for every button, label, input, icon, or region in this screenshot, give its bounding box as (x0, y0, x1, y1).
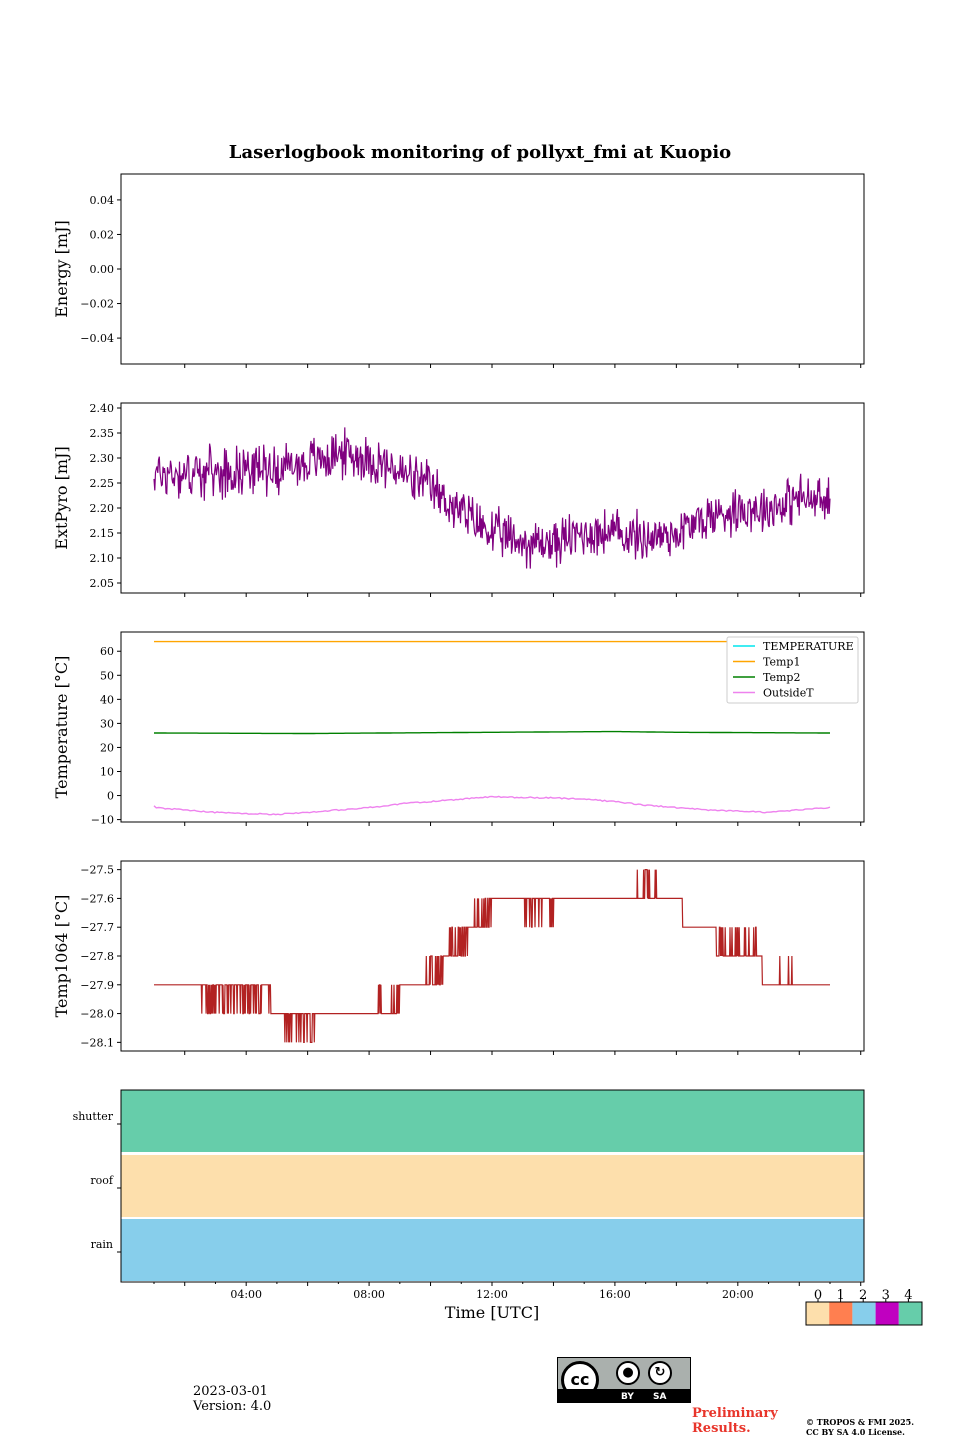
y-tick-label: 60 (100, 645, 114, 658)
y-tick-label: −27.9 (80, 979, 114, 992)
temp1064-series-line (154, 868, 830, 1044)
temperature-panel: 60 50 40 30 20 10 0 −10 Temperature [°C] TEMPERAT… (52, 631, 865, 827)
x-axis-label: Time [UTC] (445, 1303, 539, 1322)
status-row-shutter (121, 1090, 864, 1152)
y-axis-label: Energy [mJ] (52, 220, 71, 318)
y-tick-label: −0.04 (80, 332, 114, 345)
temp2-series-line (154, 730, 830, 735)
x-tick-label: 20:00 (722, 1288, 754, 1301)
colorbar-cell-0 (806, 1302, 830, 1325)
status-label-rain: rain (91, 1238, 113, 1251)
y-tick-label: 2.35 (90, 427, 115, 440)
y-tick-label: 10 (100, 765, 114, 778)
date-version-block: 2023-03-01 Version: 4.0 (193, 1384, 271, 1414)
y-tick-label: 2.40 (90, 402, 115, 415)
y-tick-label: −27.5 (80, 864, 114, 877)
y-tick-label: −27.7 (80, 921, 114, 934)
y-tick-label: 2.20 (90, 502, 115, 515)
copyright-text: © TROPOS & FMI 2025. (806, 1417, 915, 1427)
y-tick-label: 2.30 (90, 452, 115, 465)
y-axis-label: Temperature [°C] (52, 656, 71, 799)
colorbar-cell-2 (852, 1302, 876, 1325)
legend-box (726, 636, 859, 704)
status-row-roof (121, 1155, 864, 1217)
y-tick-label: −28.1 (80, 1036, 114, 1049)
y-tick-label: 2.15 (90, 527, 115, 540)
y-tick-label: 2.25 (90, 477, 115, 490)
y-tick-label: 40 (100, 693, 114, 706)
x-tick-label: 08:00 (353, 1288, 385, 1301)
legend-label-temperature: TEMPERATURE (763, 640, 854, 653)
y-tick-label: 2.05 (90, 577, 115, 590)
colorbar-tick-label: 3 (882, 1288, 890, 1303)
colorbar-frame (805, 1301, 923, 1326)
extpyro-series-line (153, 427, 831, 569)
version-text: Version: 4.0 (193, 1399, 272, 1414)
copyright-block: © TROPOS & FMI 2025. CC BY SA 4.0 Licens… (806, 1417, 914, 1437)
y-tick-label: 30 (100, 717, 114, 730)
y-tick-label: −0.02 (80, 298, 114, 311)
x-tick-label: 16:00 (599, 1288, 631, 1301)
temp1064-panel: −27.5 −27.6 −27.7 −27.8 −27.9 −28.0 −28.1 Temp1… (52, 860, 865, 1055)
status-label-roof: roof (90, 1174, 114, 1187)
colorbar-cell-1 (829, 1302, 853, 1325)
y-tick-label: −10 (91, 814, 114, 827)
date-text: 2023-03-01 (193, 1384, 268, 1399)
license-text: CC BY SA 4.0 License. (806, 1427, 905, 1437)
status-row-rain (121, 1219, 864, 1281)
y-axis-label: ExtPyro [mJ] (52, 446, 71, 549)
x-tick-label: 12:00 (476, 1288, 508, 1301)
legend-label-temp1: Temp1 (763, 656, 800, 669)
axes-frame (120, 402, 865, 594)
y-tick-label: 0.00 (90, 263, 115, 276)
y-tick-label: −27.6 (80, 892, 114, 905)
extpyro-panel: 2.40 2.35 2.30 2.25 2.20 2.15 2.10 2.05 ExtPyro … (52, 402, 865, 597)
energy-panel: 0.04 0.02 0.00 −0.02 −0.04 Energy [mJ] (52, 173, 865, 368)
x-tick-label: 04:00 (230, 1288, 262, 1301)
y-tick-label: 0.02 (90, 228, 115, 241)
y-axis-label: Temp1064 [°C] (52, 895, 71, 1018)
y-tick-label: −28.0 (80, 1008, 114, 1021)
sa-label: SA (653, 1392, 667, 1402)
y-tick-label: 50 (100, 669, 114, 682)
colorbar-cell-4 (898, 1302, 922, 1325)
status-panel: shutter roof rain 04:00 08:00 12:00 16:00 20:00 (73, 1089, 865, 1301)
cc-by-sa-logo[interactable]: cc ● ↻ BY SA (557, 1357, 691, 1403)
by-label: BY (621, 1392, 634, 1402)
colorbar-tick-label: 2 (859, 1288, 867, 1303)
colorbar-tick-label: 4 (904, 1288, 912, 1303)
axes-frame (120, 173, 865, 365)
temperature-legend: TEMPERATURE Temp1 Temp2 OutsideT (726, 636, 859, 704)
y-tick-label: 20 (100, 741, 114, 754)
status-label-shutter: shutter (73, 1110, 114, 1123)
y-tick-label: 2.10 (90, 552, 115, 565)
legend-label-outsidet: OutsideT (763, 687, 814, 700)
cc-logo-bar (558, 1389, 690, 1402)
colorbar-cell-3 (875, 1302, 899, 1325)
y-tick-label: −27.8 (80, 950, 114, 963)
y-tick-label: 0 (107, 790, 114, 803)
attribution-person-icon: ● (616, 1361, 640, 1385)
chart-title: Laserlogbook monitoring of pollyxt_fmi a… (229, 142, 731, 163)
share-alike-icon: ↻ (648, 1361, 672, 1385)
legend-label-temp2: Temp2 (763, 671, 800, 684)
colorbar-tick-label: 0 (814, 1288, 822, 1303)
outsidet-series-line (153, 795, 831, 816)
y-tick-label: 0.04 (90, 194, 115, 207)
preliminary-results-note: Preliminary Results. (692, 1406, 778, 1436)
colorbar-tick-label: 1 (836, 1288, 844, 1303)
